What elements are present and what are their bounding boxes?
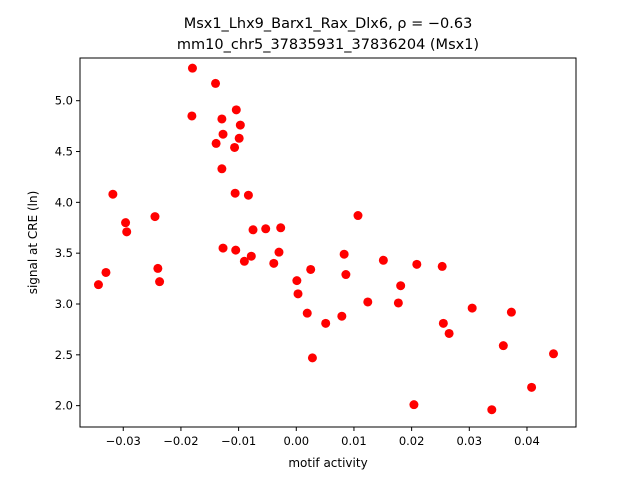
data-point <box>101 267 111 277</box>
y-tick-label: 5.0 <box>55 94 73 108</box>
data-point <box>549 349 559 359</box>
y-tick-label: 2.0 <box>55 399 73 413</box>
x-tick-label: 0.00 <box>283 434 309 448</box>
x-tick-label: 0.04 <box>514 434 540 448</box>
data-point <box>234 133 244 143</box>
x-tick-label: −0.02 <box>163 434 198 448</box>
y-tick-label: 2.5 <box>55 348 73 362</box>
y-tick-label: 4.0 <box>55 195 73 209</box>
data-point <box>276 223 286 233</box>
data-point <box>363 297 373 307</box>
data-point <box>122 227 132 237</box>
y-axis-label: signal at CRE (ln) <box>26 191 40 295</box>
data-point <box>153 263 163 273</box>
data-point <box>437 261 447 271</box>
data-points <box>93 63 559 415</box>
data-point <box>235 120 245 130</box>
data-point <box>218 243 228 253</box>
data-point <box>150 212 160 222</box>
data-point <box>378 255 388 265</box>
data-point <box>243 190 253 200</box>
data-point <box>231 105 241 115</box>
data-point <box>187 111 197 121</box>
x-axis-label: motif activity <box>288 456 367 470</box>
y-tick-label: 3.5 <box>55 246 73 260</box>
data-point <box>231 245 241 255</box>
data-point <box>217 114 227 124</box>
x-tick-label: −0.03 <box>106 434 141 448</box>
data-point <box>93 280 103 290</box>
data-point <box>337 311 347 321</box>
data-point <box>506 307 516 317</box>
x-tick-label: −0.01 <box>221 434 256 448</box>
data-point <box>409 400 419 410</box>
chart-title-line1: Msx1_Lhx9_Barx1_Rax_Dlx6, ρ = −0.63 <box>184 16 473 32</box>
plot-frame <box>79 57 577 428</box>
data-point <box>187 63 197 73</box>
data-point <box>467 303 477 313</box>
data-point <box>444 328 454 338</box>
data-point <box>321 318 331 328</box>
y-tick-label: 3.0 <box>55 297 73 311</box>
y-tick-label: 4.5 <box>55 145 73 159</box>
data-point <box>269 258 279 268</box>
data-point <box>217 164 227 174</box>
data-point <box>274 247 284 257</box>
data-point <box>218 129 228 139</box>
x-tick-label: 0.01 <box>341 434 367 448</box>
data-point <box>396 281 406 291</box>
data-point <box>246 251 256 261</box>
data-point <box>239 256 249 266</box>
chart-title-line2: mm10_chr5_37835931_37836204 (Msx1) <box>177 37 479 53</box>
data-point <box>261 224 271 234</box>
x-tick-label: 0.03 <box>456 434 482 448</box>
y-axis-ticks: 2.0 2.5 3.0 3.5 4.0 4.5 5.0 <box>55 94 80 413</box>
data-point <box>393 298 403 308</box>
x-tick-label: 0.02 <box>399 434 425 448</box>
x-axis-ticks: −0.03 −0.02 −0.01 0.00 0.01 0.02 0.03 0.04 <box>106 427 540 448</box>
data-point <box>211 78 221 88</box>
data-point <box>108 189 118 199</box>
data-point <box>438 318 448 328</box>
data-point <box>302 308 312 318</box>
data-point <box>211 138 221 148</box>
data-point <box>306 264 316 274</box>
data-point <box>307 353 317 363</box>
data-point <box>292 276 302 286</box>
data-point <box>341 270 351 280</box>
data-point <box>248 225 258 235</box>
data-point <box>155 277 165 287</box>
data-point <box>339 249 349 259</box>
data-point <box>230 188 240 198</box>
data-point <box>230 142 240 152</box>
data-point <box>353 211 363 221</box>
data-point <box>412 259 422 269</box>
data-point <box>527 382 537 392</box>
data-point <box>487 405 497 415</box>
data-point <box>293 289 303 299</box>
data-point <box>121 218 131 228</box>
data-point <box>498 341 508 351</box>
